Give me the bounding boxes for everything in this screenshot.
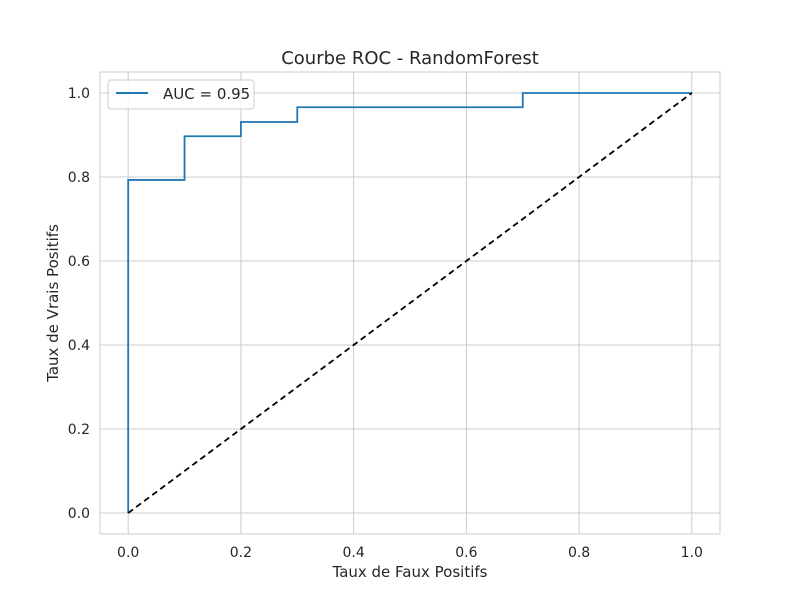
legend-box (107, 79, 255, 110)
y-axis-label: Taux de Vrais Positifs (44, 224, 62, 383)
x-tick-labels: 0.0 0.2 0.4 0.6 0.8 1.0 (117, 545, 703, 561)
y-tick-label: 0.8 (68, 170, 90, 186)
x-tick-label: 0.4 (343, 545, 365, 561)
roc-curve-line (127, 92, 692, 513)
y-tick-label: 1.0 (68, 86, 90, 102)
y-tick-label: 0.6 (68, 254, 90, 270)
y-tick-label: 0.0 (68, 506, 90, 522)
x-tick-label: 1.0 (681, 545, 703, 561)
plot-frame (99, 71, 721, 535)
series-layer (127, 92, 693, 514)
diagonal-reference-line (127, 92, 693, 514)
grid (100, 72, 720, 534)
x-tick-label: 0.8 (568, 545, 590, 561)
y-tick-labels: 0.0 0.2 0.4 0.6 0.8 1.0 (68, 86, 90, 522)
x-tick-label: 0.6 (455, 545, 477, 561)
legend-label-roc: AUC = 0.95 (163, 85, 250, 103)
x-tick-label: 0.2 (230, 545, 252, 561)
y-tick-label: 0.4 (68, 338, 90, 354)
legend: AUC = 0.95 (107, 79, 255, 110)
x-tick-label: 0.0 (117, 545, 139, 561)
chart-title: Courbe ROC - RandomForest (281, 48, 539, 69)
y-tick-label: 0.2 (68, 422, 90, 438)
x-axis-label: Taux de Faux Positifs (332, 563, 488, 581)
